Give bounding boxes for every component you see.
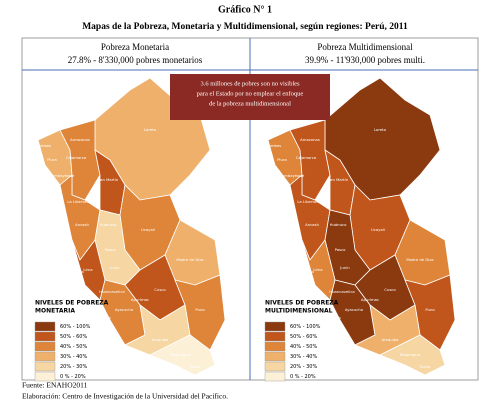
region-label: Huancavelica [99,289,125,294]
legend-label: 40% - 50% [60,344,87,350]
legend-title: MULTIDIMENSIONAL [265,308,333,315]
region-label: Moquegua [400,352,420,357]
legend-swatch [264,351,286,362]
region-label: Cusco [154,287,166,292]
legend-label: 20% - 30% [60,364,87,370]
panel-title: Pobreza Monetaria [101,42,169,52]
region-label: Ancash [75,222,89,227]
region-label: Cajamarca [296,155,316,160]
region-label: Ayacucho [115,307,134,312]
region-label: Moquegua [170,352,190,357]
legend-swatch [264,361,286,372]
legend-label: 60% - 100% [60,324,91,330]
legend-label: 0 % - 20% [290,374,316,380]
region-label: Pasco [335,247,347,252]
legend-title: NIVELES DE POBREZA [265,300,339,307]
region-label: Ancash [305,222,319,227]
legend-swatch [264,341,286,352]
callout-text: de la pobreza multidimensional [209,100,291,107]
region-label: Arequipa [381,337,398,342]
legend-swatch [34,331,56,342]
credit: Elaboración: Centro de Investigación de … [22,392,228,401]
callout-text: para el Estado por no emplear el enfoque [197,90,304,97]
region-label: Amazonas [70,137,90,142]
callout-text: 3.6 millones de pobres son no visibles [200,80,300,87]
region-label: Tumbes [266,143,282,148]
legend-swatch [34,361,56,372]
legend-swatch [34,341,56,352]
region-label: La Libertad [67,199,89,204]
region-label: Puno [425,307,435,312]
region-label: Pasco [105,247,117,252]
callout-box [170,74,330,120]
legend-label: 30% - 40% [290,354,317,360]
legend-swatch [34,351,56,362]
region-label: Puno [195,307,205,312]
region [379,334,446,376]
region-label: Apurímac [131,297,149,302]
region-label: Huancavelica [329,289,355,294]
region-label: Huánuco [330,222,347,227]
region-label: Ucayali [141,227,155,232]
legend-label: 30% - 40% [60,354,87,360]
region-label: Amazonas [300,137,320,142]
region-label: Ica [335,315,341,320]
legend-label: 20% - 30% [290,364,317,370]
region-label: Junín [339,265,350,270]
region-label: Callao [72,269,84,274]
legend-swatch [34,371,56,382]
region-label: Ica [105,315,111,320]
region-label: Lima [313,267,322,272]
legend-title: NIVELES DE POBREZA [35,300,109,307]
legend-swatch [34,321,56,332]
region-label: San Martín [328,177,349,182]
region-label: Callao [302,269,314,274]
legend-label: 50% - 60% [60,334,87,340]
region-label: Cajamarca [66,155,86,160]
figure-label: Gráfico N° 1 [218,4,272,15]
region [149,334,216,376]
region-label: Ayacucho [345,307,364,312]
panel-title: Pobreza Multidimensional [317,42,413,52]
region-label: Cusco [384,287,396,292]
region-label: Tumbes [36,143,52,148]
panel-subtitle: 27.8% - 8'330,000 pobres monetarios [68,55,203,65]
region-label: Tacna [419,364,431,369]
region-label: Madre de Dios [176,257,203,262]
legend-swatch [264,371,286,382]
legend-label: 0 % - 20% [60,374,86,380]
legend-swatch [264,331,286,342]
legend-title: MONETARIA [35,308,75,315]
region-label: San Martín [98,177,119,182]
legend-label: 60% - 100% [290,324,321,330]
region-label: Junín [109,265,120,270]
region-label: Ucayali [371,227,385,232]
region-label: Lima [83,267,92,272]
source: Fuente: ENAHO2011 [22,381,88,390]
legend-label: 40% - 50% [290,344,317,350]
region-label: Lambayeque [50,173,75,178]
region-label: Huánuco [100,222,117,227]
region-label: La Libertad [297,199,319,204]
figure-title: Mapas de la Pobreza, Monetaria y Multidi… [82,22,408,32]
region-label: Piura [47,157,57,162]
region-label: Arequipa [151,337,168,342]
legend-label: 50% - 60% [290,334,317,340]
region-label: Madre de Dios [406,257,433,262]
panel-subtitle: 39.9% - 11'930,000 pobres multi. [305,55,425,65]
region-label: Loreto [144,127,157,132]
legend-swatch [264,321,286,332]
region-label: Piura [277,157,287,162]
region-label: Lambayeque [280,173,305,178]
region-label: Loreto [374,127,387,132]
region-label: Tacna [189,364,201,369]
region-label: Apurímac [361,297,379,302]
